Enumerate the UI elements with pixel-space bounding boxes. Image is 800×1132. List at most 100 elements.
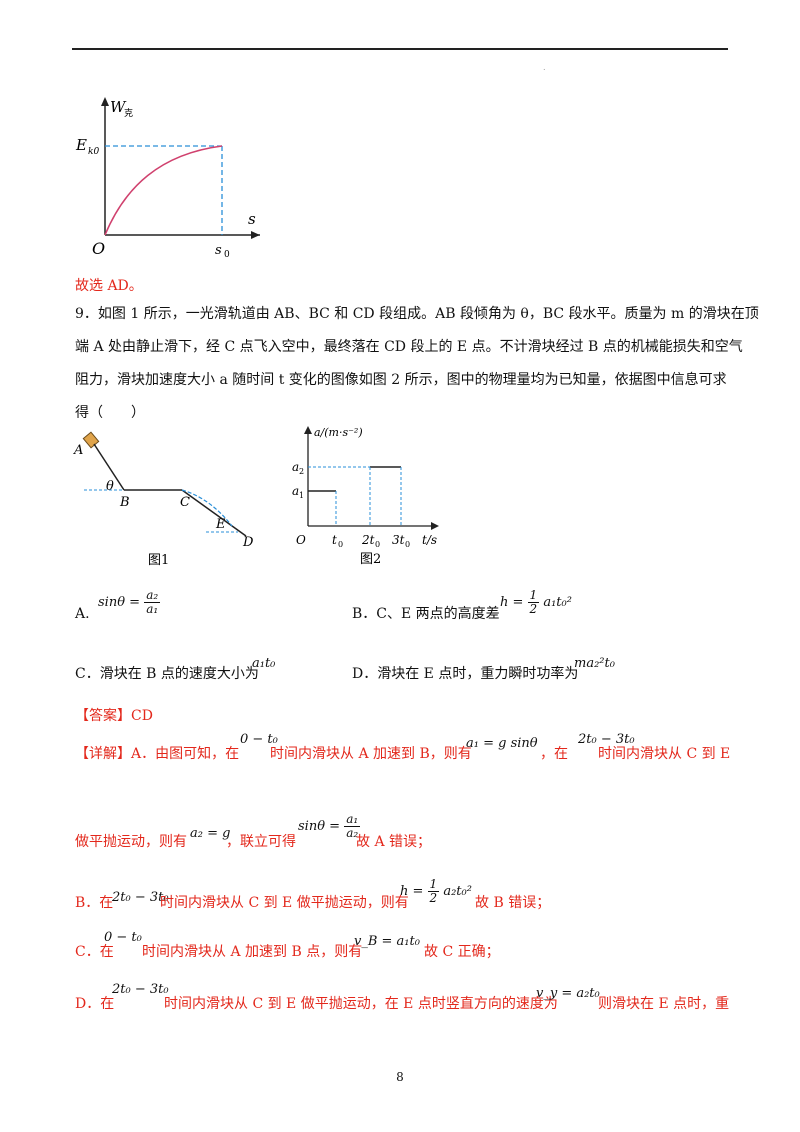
- option-a-formula: sinθ = a₂ a₁: [98, 588, 161, 616]
- option-d-label: D．滑块在 E 点时，重力瞬时功率为: [352, 666, 579, 682]
- ek0-sub: k0: [88, 147, 99, 157]
- detail-l2-den: a₂: [346, 826, 359, 840]
- option-a-num: a₂: [144, 588, 161, 603]
- t3-label: 3t: [392, 533, 405, 547]
- label-d: D: [242, 535, 254, 550]
- x-axis-arrow: [251, 231, 260, 239]
- previous-answer: 故选 AD。: [75, 278, 143, 294]
- option-c-label: C．滑块在 B 点的速度大小为: [75, 666, 259, 682]
- x-label: t/s: [422, 533, 437, 547]
- detail-l3-a: B．在: [75, 895, 114, 911]
- detail-l5-c: 则滑块在 E 点时，重: [598, 996, 730, 1012]
- detail-l1-m3: 2t₀ − 3t₀: [578, 732, 635, 747]
- detail-l1-d: 时间内滑块从 C 到 E: [598, 746, 731, 762]
- detail-l5-b: 时间内滑块从 C 到 E 做平抛运动，在 E 点时竖直方向的速度为: [164, 996, 558, 1012]
- detail-l3-num: 1: [427, 877, 440, 892]
- option-a-label: A.: [75, 606, 90, 622]
- detail-l2-c: 故 A 错误；: [356, 834, 432, 850]
- detail-l2-lhs: sinθ =: [298, 819, 341, 834]
- detail-l3-rhs: a₂t₀²: [443, 884, 472, 899]
- t2-sub: 0: [375, 540, 380, 549]
- detail-l5-m1: 2t₀ − 3t₀: [112, 982, 169, 997]
- detail-l1-b: 时间内滑块从 A 加速到 B，则有: [270, 746, 472, 762]
- option-a-den: a₁: [146, 602, 159, 616]
- label-theta: θ: [106, 479, 114, 494]
- header-dot: .: [543, 63, 546, 72]
- work-curve: [104, 145, 223, 236]
- y-label-sub: 克: [124, 108, 133, 119]
- figure-1-caption: 图1: [148, 553, 169, 568]
- label-c: C: [180, 495, 190, 510]
- x-axis-arrow: [431, 522, 439, 530]
- detail-l3-lhs: h =: [400, 884, 424, 899]
- detail-l2-fraction: a₁ a₂: [344, 812, 361, 840]
- work-displacement-graph: W 克 E k0 s O s 0: [75, 97, 260, 260]
- origin-label: O: [92, 239, 105, 258]
- detail-l2-m2: sinθ = a₁ a₂: [298, 812, 361, 840]
- option-b-lhs: h =: [500, 595, 524, 610]
- track-cd: [181, 489, 247, 537]
- track-ab: [93, 443, 125, 491]
- question-line-4: 得（ ）: [75, 405, 145, 421]
- trajectory: [181, 489, 233, 527]
- t0-label: t: [332, 533, 337, 547]
- t0-sub: 0: [338, 540, 343, 549]
- detail-l2-num: a₁: [344, 812, 361, 827]
- option-c-formula: a₁t₀: [252, 656, 276, 671]
- slider-block: [82, 431, 100, 449]
- detail-l3-c: 故 B 错误；: [475, 895, 551, 911]
- detail-l3-den: 2: [429, 891, 438, 905]
- header-rule: [72, 48, 728, 50]
- label-b: B: [119, 495, 130, 510]
- a1-label: a: [292, 484, 299, 498]
- detail-l5-m2: v_y = a₂t₀: [536, 986, 600, 1001]
- option-a-fraction: a₂ a₁: [144, 588, 161, 616]
- detail-l4-m2: v_B = a₁t₀: [354, 934, 420, 949]
- figure-2-caption: 图2: [360, 552, 381, 567]
- a2-sub: 2: [299, 467, 304, 476]
- option-b-num: 1: [527, 588, 540, 603]
- ek0-label: E: [75, 136, 87, 154]
- detail-l4-m1: 0 − t₀: [104, 930, 142, 945]
- figure-2-acceleration-graph: a/(m·s⁻²) a 2 a 1 O t 0 2t 0 3t 0 t/s 图2: [292, 426, 439, 567]
- detail-l3-b: 时间内滑块从 C 到 E 做平抛运动，则有: [160, 895, 409, 911]
- question-line-2: 端 A 处由静止滑下，经 C 点飞入空中，最终落在 CD 段上的 E 点。不计滑…: [75, 339, 743, 355]
- t3-sub: 0: [405, 540, 410, 549]
- t2-label: 2t: [361, 533, 375, 547]
- origin-label: O: [296, 533, 306, 547]
- question-line-1: 9．如图 1 所示，一光滑轨道由 AB、BC 和 CD 段组成。AB 段倾角为 …: [75, 306, 759, 322]
- detail-l2-a: 做平抛运动，则有: [75, 834, 187, 850]
- figure-1-track: A θ B C E D 图1: [73, 431, 254, 568]
- detail-l1-m2: a₁ = g sinθ: [466, 736, 538, 751]
- label-e: E: [215, 517, 226, 532]
- detail-l5-a: D．在: [75, 996, 115, 1012]
- option-b-label: B．C、E 两点的高度差: [352, 606, 500, 622]
- detail-l1-a: 【详解】A．由图可知，在: [75, 746, 240, 762]
- y-label: W: [110, 98, 127, 116]
- s0-label: s: [215, 243, 222, 258]
- detail-l3-m1: 2t₀ − 3t₀: [112, 890, 169, 905]
- y-label: a/(m·s⁻²): [314, 426, 363, 439]
- detail-l4-a: C．在: [75, 944, 114, 960]
- page-number: 8: [396, 1070, 404, 1084]
- option-b-den: 2: [529, 602, 538, 616]
- a2-label: a: [292, 460, 299, 474]
- option-b-rhs: a₁t₀²: [543, 595, 572, 610]
- y-axis-arrow: [304, 426, 312, 434]
- answer-line: 【答案】CD: [75, 708, 153, 724]
- option-a-lhs: sinθ =: [98, 595, 141, 610]
- question-line-3: 阻力，滑块加速度大小 a 随时间 t 变化的图像如图 2 所示，图中的物理量均为…: [75, 372, 727, 388]
- x-label: s: [248, 210, 256, 228]
- detail-l4-b: 时间内滑块从 A 加速到 B 点，则有: [142, 944, 363, 960]
- detail-l2-m1: a₂ = g: [190, 826, 231, 841]
- detail-l1-m1: 0 − t₀: [240, 732, 278, 747]
- y-axis-arrow: [101, 97, 109, 106]
- label-a: A: [73, 443, 83, 458]
- detail-l2-b: ，联立可得: [226, 834, 296, 850]
- s0-sub: 0: [224, 250, 230, 260]
- detail-l4-c: 故 C 正确；: [424, 944, 500, 960]
